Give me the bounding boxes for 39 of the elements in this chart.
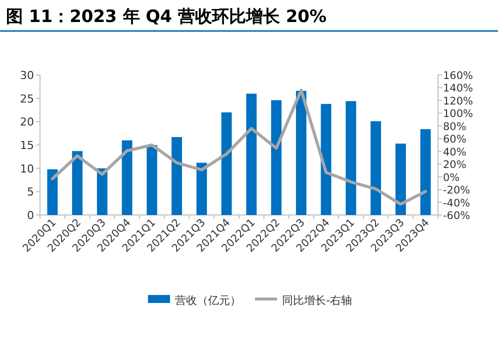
y-tick-label: 5 (27, 186, 34, 199)
bar (47, 169, 58, 215)
bar (146, 145, 158, 215)
y2-tick-label: 80% (443, 120, 466, 133)
y2-tick-label: 100% (443, 108, 474, 120)
bar (196, 162, 207, 215)
bar (370, 121, 382, 215)
legend-label: 营收（亿元） (175, 294, 241, 307)
bar (122, 140, 132, 215)
bar (72, 151, 83, 215)
y-tick-label: 30 (20, 69, 34, 82)
y2-tick-label: 60% (443, 134, 466, 146)
y2-tick-label: 0% (443, 172, 460, 184)
y-tick-label: 25 (20, 92, 34, 106)
bar (221, 112, 232, 215)
y-tick-label: 20 (20, 116, 34, 129)
bar (320, 104, 332, 215)
bar (96, 168, 108, 215)
bar (395, 144, 406, 215)
y-tick-label: 0 (27, 209, 34, 222)
y2-tick-label: -40% (443, 197, 470, 210)
bar (296, 90, 306, 215)
y2-tick-label: 160% (443, 70, 474, 82)
bar (246, 94, 257, 215)
y2-tick-label: 40% (443, 146, 466, 158)
y2-tick-label: -20% (443, 184, 470, 197)
y2-tick-label: 140% (443, 82, 474, 95)
y-tick-label: 15 (20, 139, 34, 152)
y2-tick-label: -60% (443, 210, 470, 222)
y2-tick-label: 20% (443, 159, 466, 172)
bar (346, 101, 356, 215)
y-tick-label: 10 (20, 162, 34, 176)
y2-tick-label: 120% (443, 95, 474, 108)
bar (420, 129, 431, 215)
chart-title: 图 11：2023 年 Q4 营收环比增长 20% (6, 7, 327, 27)
line-series (50, 88, 428, 206)
bar (271, 100, 282, 215)
legend-label: 同比增长-右轴 (282, 294, 352, 307)
bar (172, 137, 182, 215)
